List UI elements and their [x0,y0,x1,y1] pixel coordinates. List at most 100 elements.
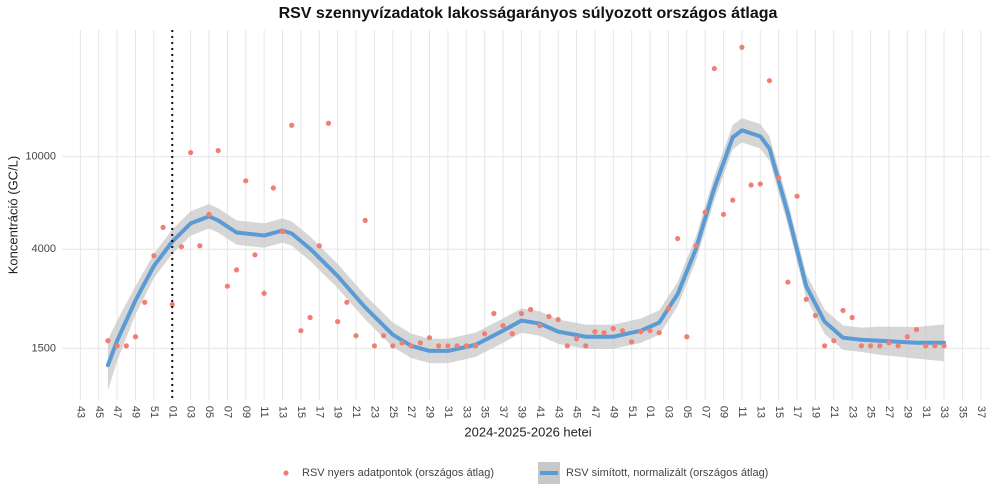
x-tick-label: 17 [313,406,325,418]
x-tick-label: 25 [865,406,877,418]
data-point [325,120,332,126]
data-point [913,327,920,333]
data-point [472,343,479,349]
legend-key [283,470,289,476]
x-tick-label: 29 [424,406,436,418]
x-tick-label: 41 [534,406,546,418]
x-tick-label: 31 [920,406,932,418]
data-point [362,217,368,224]
x-tick-label: 27 [405,406,417,418]
data-point [886,340,892,346]
data-point [188,149,194,156]
data-point [261,290,267,296]
data-point [757,181,763,187]
data-point [776,175,782,181]
y-tick-label: 10000 [25,151,56,163]
data-point [941,343,947,349]
data-point [895,343,901,349]
data-point [923,343,929,349]
data-point [573,336,580,342]
data-point [592,329,598,335]
data-point [877,343,883,349]
x-tick-label: 47 [589,406,601,418]
x-tick-label: 07 [221,406,233,418]
data-point [426,335,433,341]
data-point [417,340,423,346]
data-point [619,328,626,334]
data-point [482,331,488,337]
data-point [537,322,543,329]
data-point [748,182,754,188]
x-tick-label: 27 [883,406,895,418]
data-point [766,78,773,84]
data-point [638,329,644,335]
data-point [380,333,387,339]
data-point [730,197,736,203]
data-point [822,343,828,349]
data-point [720,211,727,217]
x-tick-label: 13 [277,406,289,418]
data-point [500,322,506,329]
x-tick-label: 05 [681,406,693,418]
data-point [555,316,561,323]
x-tick-label: 21 [828,406,840,418]
data-point [316,243,322,249]
x-tick-label: 45 [571,406,583,418]
data-point [647,328,653,334]
confidence-band [107,118,945,391]
data-point [867,343,874,349]
data-point [454,343,460,349]
data-point [307,314,313,321]
data-point [518,310,525,317]
data-point [142,299,148,305]
x-tick-label: 19 [810,406,822,418]
data-point [335,319,341,325]
x-tick-label: 05 [203,406,215,418]
data-point [546,313,552,320]
x-tick-label: 37 [975,406,987,418]
x-tick-label: 49 [130,406,142,418]
data-point [105,338,111,344]
x-tick-label: 47 [111,406,123,418]
data-point [849,314,855,321]
data-point [858,343,864,349]
legend-label: RSV simított, normalizált (országos átla… [566,467,768,479]
x-tick-label: 37 [497,406,509,418]
x-tick-label: 43 [74,406,86,418]
x-tick-label: 23 [846,406,858,418]
data-point [739,44,745,50]
x-tick-label: 11 [258,406,270,417]
x-tick-label: 15 [295,406,307,418]
x-tick-label: 03 [663,406,675,418]
x-tick-label: 11 [736,406,748,417]
data-point [298,328,304,334]
legend-label: RSV nyers adatpontok (országos átlag) [302,467,494,479]
data-point [390,343,396,349]
data-point [160,224,166,230]
data-point [224,283,230,289]
x-tick-label: 17 [791,406,803,418]
data-point [803,296,809,302]
data-point [197,243,203,249]
data-point [132,334,139,340]
x-tick-label: 29 [901,406,913,418]
data-point [252,252,258,258]
data-point [665,305,672,311]
y-tick-label: 4000 [32,243,56,255]
data-point [702,209,708,215]
x-tick-label: 25 [387,406,399,418]
data-point [206,211,212,217]
data-point [151,253,157,259]
data-point [114,343,120,349]
data-point [123,343,129,349]
x-tick-label: 01 [644,406,656,418]
x-tick-label: 23 [368,406,380,418]
y-axis-title: Koncentráció (GC/L) [5,156,20,275]
data-point [270,185,276,191]
data-point [371,343,377,349]
x-tick-label: 07 [699,406,711,418]
data-point [491,310,497,317]
data-point [711,65,717,72]
data-point [656,330,662,336]
data-point [601,330,607,336]
